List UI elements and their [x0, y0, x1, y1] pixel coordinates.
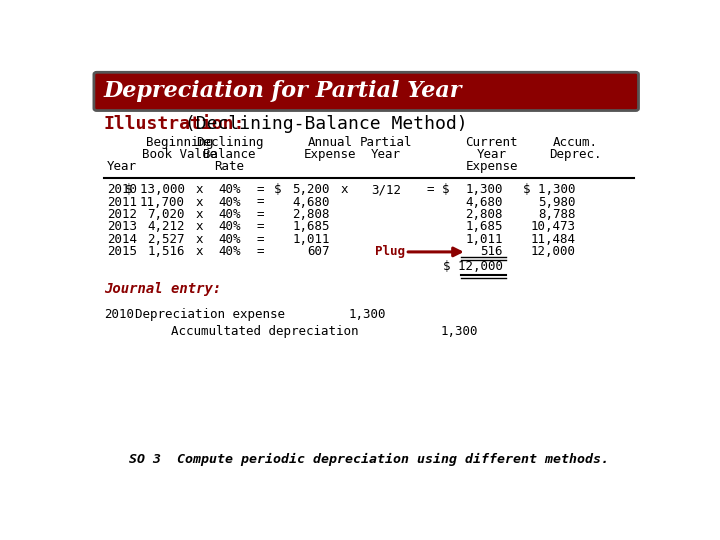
Text: Depreciation for Partial Year: Depreciation for Partial Year [104, 80, 462, 103]
Text: 1,685: 1,685 [465, 220, 503, 233]
Text: Illustration:: Illustration: [104, 115, 246, 133]
Text: (Declining-Balance Method): (Declining-Balance Method) [174, 115, 467, 133]
Text: 1,685: 1,685 [292, 220, 330, 233]
Text: Plug: Plug [374, 245, 405, 259]
Text: 8,788: 8,788 [538, 208, 575, 221]
Text: Journal entry:: Journal entry: [104, 282, 221, 296]
Text: x: x [195, 233, 202, 246]
Text: Year: Year [371, 148, 401, 161]
Text: 516: 516 [480, 245, 503, 259]
Text: 1,011: 1,011 [465, 233, 503, 246]
Text: Annual: Annual [307, 136, 353, 149]
Text: Rate: Rate [215, 160, 245, 173]
Text: 1,300: 1,300 [465, 183, 503, 196]
FancyBboxPatch shape [94, 72, 639, 111]
Text: =: = [256, 245, 264, 259]
Text: 2,808: 2,808 [465, 208, 503, 221]
Text: 4,212: 4,212 [148, 220, 185, 233]
Text: 1,011: 1,011 [292, 233, 330, 246]
Text: x: x [195, 245, 202, 259]
Text: 40%: 40% [218, 195, 240, 208]
Text: 1,300: 1,300 [348, 308, 386, 321]
Text: 40%: 40% [218, 208, 240, 221]
Text: 2012: 2012 [107, 208, 137, 221]
Text: 2014: 2014 [107, 233, 137, 246]
Text: Accumultated depreciation: Accumultated depreciation [171, 325, 359, 338]
Text: $ 1,300: $ 1,300 [523, 183, 575, 196]
Text: 40%: 40% [218, 233, 240, 246]
Text: 1,300: 1,300 [441, 325, 478, 338]
Text: =: = [256, 220, 264, 233]
Text: 2010: 2010 [107, 183, 137, 196]
Text: 5,980: 5,980 [538, 195, 575, 208]
Text: 2010: 2010 [104, 308, 134, 321]
Text: 7,020: 7,020 [148, 208, 185, 221]
Text: $: $ [274, 183, 282, 196]
Text: Beginning: Beginning [145, 136, 213, 149]
Text: 12,000: 12,000 [531, 245, 575, 259]
Text: Year: Year [477, 148, 507, 161]
Text: 11,484: 11,484 [531, 233, 575, 246]
Text: =: = [256, 208, 264, 221]
Text: Year: Year [107, 160, 137, 173]
Text: Expense: Expense [304, 148, 356, 161]
Text: 11,700: 11,700 [140, 195, 185, 208]
Text: Balance: Balance [203, 148, 256, 161]
Text: Deprec.: Deprec. [549, 148, 602, 161]
Text: 5,200: 5,200 [292, 183, 330, 196]
Text: 3/12: 3/12 [371, 183, 401, 196]
Text: 40%: 40% [218, 183, 240, 196]
Text: Accum.: Accum. [553, 136, 598, 149]
Text: Declining: Declining [196, 136, 264, 149]
Text: 2013: 2013 [107, 220, 137, 233]
Text: 4,680: 4,680 [465, 195, 503, 208]
Text: =: = [256, 183, 264, 196]
Text: Depreciation expense: Depreciation expense [135, 308, 284, 321]
Text: 607: 607 [307, 245, 330, 259]
Text: 2011: 2011 [107, 195, 137, 208]
Text: $ 13,000: $ 13,000 [125, 183, 185, 196]
Text: =: = [256, 233, 264, 246]
Text: 10,473: 10,473 [531, 220, 575, 233]
Text: x: x [195, 195, 202, 208]
Text: 1,516: 1,516 [148, 245, 185, 259]
Text: =: = [427, 183, 434, 196]
Text: =: = [256, 195, 264, 208]
Text: x: x [340, 183, 348, 196]
Text: Partial: Partial [359, 136, 412, 149]
Text: x: x [195, 183, 202, 196]
Text: $: $ [441, 183, 449, 196]
Text: $ 12,000: $ 12,000 [443, 260, 503, 273]
Text: 2,808: 2,808 [292, 208, 330, 221]
Text: 40%: 40% [218, 245, 240, 259]
Text: Book Value: Book Value [142, 148, 217, 161]
Text: SO 3  Compute periodic depreciation using different methods.: SO 3 Compute periodic depreciation using… [129, 453, 609, 465]
Text: 40%: 40% [218, 220, 240, 233]
Text: 4,680: 4,680 [292, 195, 330, 208]
Text: 2015: 2015 [107, 245, 137, 259]
Text: x: x [195, 220, 202, 233]
Text: Current: Current [466, 136, 518, 149]
Text: 2,527: 2,527 [148, 233, 185, 246]
Text: x: x [195, 208, 202, 221]
Text: Expense: Expense [466, 160, 518, 173]
